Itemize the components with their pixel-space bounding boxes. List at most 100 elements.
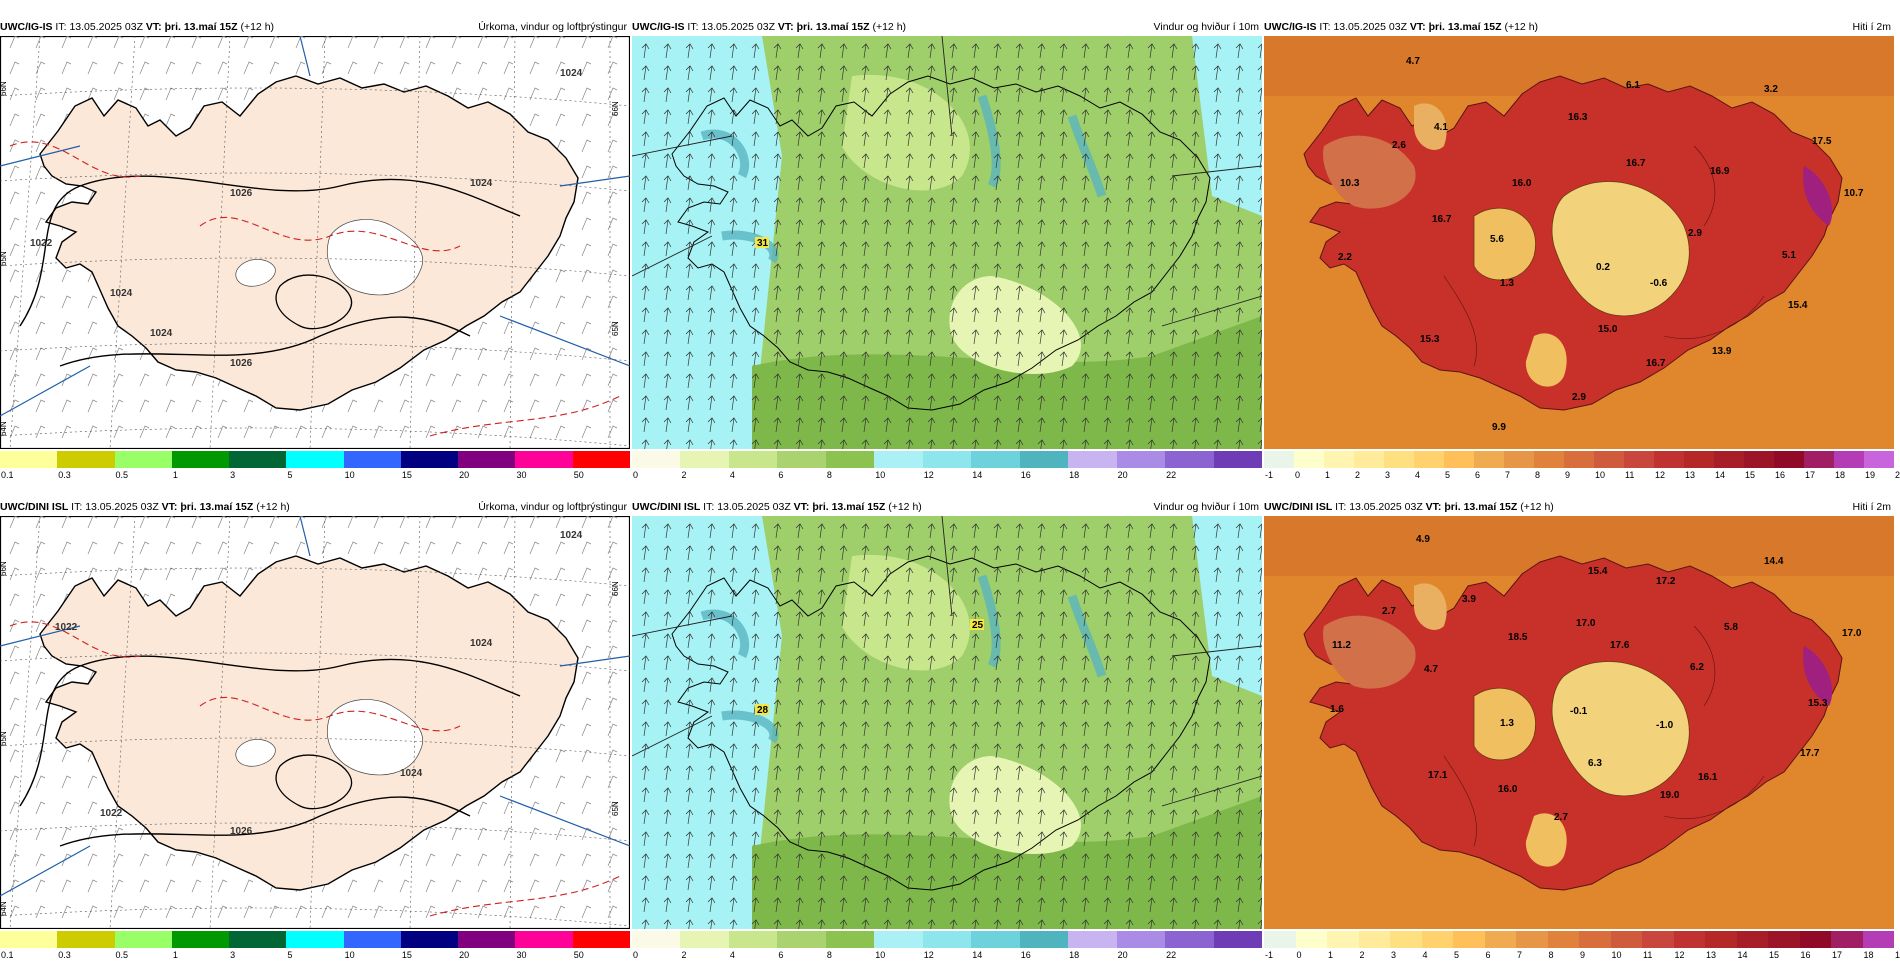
colorbar-tick: 1 xyxy=(172,470,178,480)
wind-arrow xyxy=(1015,567,1024,583)
wind-arrow xyxy=(971,219,980,235)
wind-arrow xyxy=(883,351,892,367)
wind-arrow xyxy=(927,153,936,169)
wind-arrow xyxy=(663,699,672,715)
wind-arrow xyxy=(971,809,980,825)
wind-arrow xyxy=(993,567,1002,583)
wind-arrow xyxy=(817,699,826,715)
colorbar-tick: 17 xyxy=(1832,950,1843,960)
wind-arrow xyxy=(1191,153,1200,169)
wind-arrow xyxy=(971,897,980,913)
graticule-parallel xyxy=(0,822,630,842)
wind-barb xyxy=(87,36,98,49)
colorbar-swatch xyxy=(572,931,630,948)
wind-arrow xyxy=(751,523,760,539)
wind-arrow xyxy=(795,567,804,583)
wind-barb xyxy=(113,905,124,919)
wind-arrow xyxy=(1169,567,1178,583)
wind-barb xyxy=(191,425,202,439)
wind-arrow xyxy=(1125,87,1134,103)
model-name: UWC/IG-IS xyxy=(0,21,53,33)
wind-barb xyxy=(581,879,592,893)
wind-barb xyxy=(9,425,20,439)
lead-time: (+12 h) xyxy=(240,21,275,33)
wind-barb xyxy=(35,827,46,841)
wind-arrow xyxy=(707,175,716,191)
wind-arrow xyxy=(1059,677,1068,693)
wind-barb xyxy=(425,879,436,893)
wind-arrow xyxy=(993,611,1002,627)
wind-barb xyxy=(425,853,436,867)
wind-barb xyxy=(87,321,98,335)
wind-barb xyxy=(503,425,514,439)
wind-arrow xyxy=(993,263,1002,279)
wind-arrow xyxy=(795,721,804,737)
wind-arrow xyxy=(949,633,958,649)
wind-arrow xyxy=(883,633,892,649)
wind-zone-weak xyxy=(949,756,1081,855)
wind-arrow xyxy=(817,523,826,539)
wind-arrow xyxy=(1103,131,1112,147)
wind-arrow xyxy=(1081,175,1090,191)
colorbar-swatch xyxy=(1165,451,1214,468)
wind-arrow xyxy=(839,721,848,737)
wind-arrow xyxy=(839,219,848,235)
wind-arrow xyxy=(641,897,650,913)
wind-arrow xyxy=(1147,395,1156,411)
wind-arrow xyxy=(1125,567,1134,583)
wind-arrow xyxy=(949,545,958,561)
wind-arrow xyxy=(641,655,650,671)
wind-arrow xyxy=(883,545,892,561)
colorbar-swatch xyxy=(1068,931,1117,948)
wind-arrow xyxy=(1059,395,1068,411)
wind-arrow xyxy=(1147,875,1156,891)
wind-arrow xyxy=(927,351,936,367)
wind-arrow xyxy=(1257,373,1262,389)
wind-arrow xyxy=(641,285,650,301)
wind-barb xyxy=(607,347,618,361)
wind-barb xyxy=(477,399,488,413)
wind-arrow xyxy=(773,809,782,825)
wind-barb xyxy=(607,243,618,257)
wind-arrow xyxy=(1059,523,1068,539)
wind-arrow xyxy=(1191,417,1200,433)
wind-barb xyxy=(191,853,202,867)
wind-arrow xyxy=(1015,611,1024,627)
wind-barb xyxy=(139,373,150,387)
warm-peak-zone xyxy=(1803,166,1833,226)
wind-arrow xyxy=(1191,919,1200,929)
isobar-label: 1024 xyxy=(470,178,493,189)
wind-barb xyxy=(243,879,254,893)
wind-barb xyxy=(113,853,124,867)
wind-arrow xyxy=(1169,241,1178,257)
wind-arrow xyxy=(1235,175,1244,191)
wind-barb xyxy=(477,905,488,919)
colorbar-swatch xyxy=(1484,931,1516,948)
wind-arrow xyxy=(663,853,672,869)
colorbar-tick: 18 xyxy=(1069,950,1080,960)
wind-arrow xyxy=(927,765,936,781)
wind-arrow xyxy=(1235,875,1244,891)
colorbar-tick: 19 xyxy=(1865,470,1876,480)
wind-arrow xyxy=(861,743,870,759)
wind-arrow xyxy=(1235,919,1244,929)
wind-arrow xyxy=(1213,787,1222,803)
wind-arrow xyxy=(1081,589,1090,605)
wind-arrow xyxy=(993,329,1002,345)
wind-barb xyxy=(503,853,514,867)
wind-barb xyxy=(529,775,540,789)
wind-barb xyxy=(529,321,540,335)
wind-arrow xyxy=(1059,439,1068,449)
wind-arrow xyxy=(1191,545,1200,561)
temp-value-label: 15.3 xyxy=(1808,698,1828,709)
wind-arrow xyxy=(1015,765,1024,781)
wind-arrow xyxy=(949,307,958,323)
wind-arrow xyxy=(971,439,980,449)
highland-cool-zone xyxy=(1551,661,1690,797)
wind-arrow xyxy=(971,853,980,869)
wind-arrow xyxy=(993,699,1002,715)
wind-arrow xyxy=(949,699,958,715)
wind-arrow xyxy=(1125,655,1134,671)
wind-arrow xyxy=(927,677,936,693)
wind-arrow xyxy=(1015,439,1024,449)
